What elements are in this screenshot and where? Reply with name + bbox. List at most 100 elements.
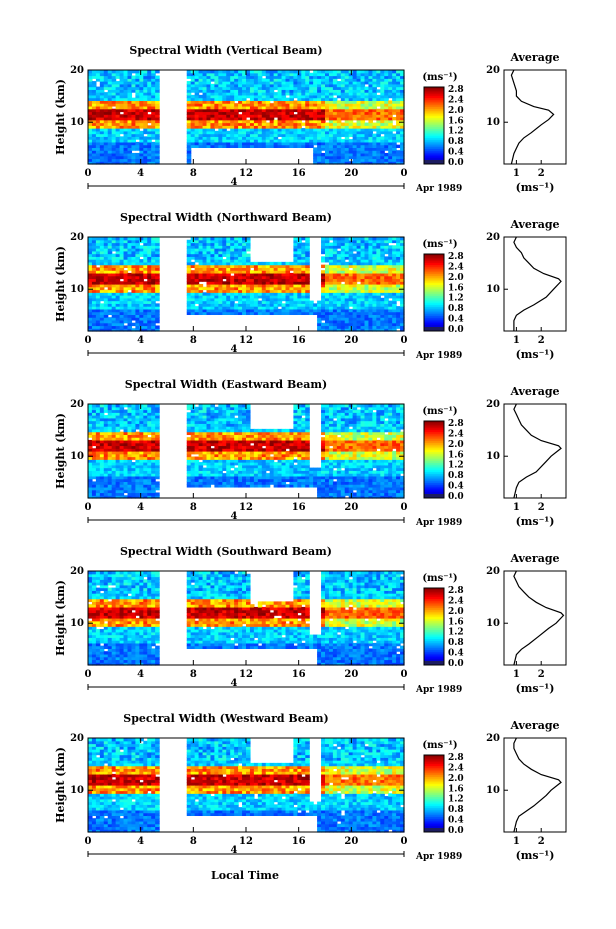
heatmap-cell [103, 237, 109, 241]
heatmap-cell [190, 83, 196, 88]
heatmap-cell [143, 158, 148, 162]
heatmap-cell [103, 86, 109, 90]
heatmap-cell [119, 281, 125, 285]
heatmap-cell [95, 92, 101, 96]
heatmap-cell [230, 94, 235, 99]
heatmap-cell [246, 83, 251, 88]
heatmap-cell [194, 125, 200, 129]
heatmap-cell [127, 237, 133, 241]
heatmap-cell [380, 70, 385, 74]
heatmap-cell [194, 94, 200, 99]
heatmap-cell [147, 152, 152, 157]
heatmap-cell [238, 144, 243, 149]
heatmap-cell [352, 253, 358, 257]
heatmap-cell [301, 92, 306, 96]
heatmap-cell [119, 72, 125, 77]
colorbar-tick-label: 0.8 [448, 137, 464, 147]
heatmap-cell [127, 78, 133, 82]
heatmap-cell [289, 72, 294, 77]
heatmap-cell [210, 111, 215, 115]
heatmap-cell [194, 122, 200, 126]
heatmap-cell [88, 75, 93, 79]
heatmap-cell [297, 141, 302, 146]
heatmap-cell [249, 105, 255, 110]
heatmap-cell [214, 122, 219, 126]
heatmap-cell [103, 122, 109, 126]
heatmap-cell [111, 144, 117, 149]
heatmap-cell [123, 161, 129, 165]
heatmap-cell [285, 108, 291, 113]
heatmap-cell [131, 103, 136, 107]
heatmap-cell [131, 114, 136, 118]
heatmap-cell [143, 94, 148, 99]
heatmap-cell [214, 86, 219, 90]
heatmap-cell [392, 70, 397, 74]
heatmap-cell [253, 108, 259, 113]
heatmap-cell [194, 97, 200, 102]
colorbar-tick-label: 1.2 [448, 294, 464, 304]
heatmap-cell [210, 144, 215, 149]
heatmap-cell [214, 139, 219, 143]
heatmap-cell [238, 133, 243, 137]
heatmap-cell [127, 119, 133, 124]
colorbar-tick-label: 0.4 [448, 315, 464, 325]
heatmap-cell [198, 108, 204, 113]
heatmap-cell [99, 125, 105, 129]
heatmap-cell [190, 103, 196, 107]
heatmap-cell [321, 237, 326, 241]
heatmap-cell [222, 130, 227, 135]
heatmap-cell [155, 119, 160, 124]
heatmap-cell [127, 72, 133, 77]
average-y-tick-label: 20 [486, 65, 500, 76]
heatmap-cell [214, 144, 219, 149]
heatmap-cell [103, 70, 109, 74]
heatmap-cell [115, 128, 121, 132]
heatmap-cell [218, 125, 223, 129]
heatmap-cell [261, 144, 267, 149]
heatmap-cell [396, 237, 401, 241]
heatmap-cell [186, 111, 192, 115]
heatmap-cell [249, 81, 255, 85]
heatmap-cell [242, 83, 247, 88]
heatmap-cell [206, 81, 212, 85]
heatmap-cell [277, 114, 283, 118]
heatmap-cell [194, 128, 200, 132]
heatmap-cell [234, 119, 239, 124]
heatmap-cell [297, 108, 302, 113]
heatmap-cell [107, 70, 113, 74]
heatmap-cell [151, 147, 156, 151]
heatmap-cell [111, 75, 117, 79]
heatmap-cell [202, 144, 208, 149]
heatmap-cell [210, 78, 215, 82]
heatmap-cell [119, 141, 125, 146]
heatmap-cell [238, 139, 243, 143]
heatmap-cell [285, 100, 291, 104]
heatmap-cell [265, 122, 271, 126]
heatmap-cell [206, 139, 212, 143]
heatmap-cell [202, 92, 208, 96]
heatmap-cell [91, 125, 97, 129]
heatmap-cell [249, 130, 255, 135]
heatmap-cell [88, 89, 93, 93]
heatmap-cell [257, 103, 263, 107]
heatmap-cell [289, 125, 294, 129]
heatmap-cell [147, 97, 152, 102]
heatmap-cell [123, 100, 129, 104]
heatmap-cell [305, 122, 310, 126]
heatmap-cell [202, 136, 208, 140]
heatmap-cell [376, 94, 381, 99]
heatmap-cell [202, 125, 208, 129]
heatmap-cell [325, 237, 330, 241]
heatmap-cell [202, 122, 208, 126]
heatmap-cell [95, 72, 101, 77]
heatmap-cell [364, 70, 370, 74]
heatmap-cell [194, 100, 200, 104]
heatmap-cell [368, 237, 373, 241]
heatmap-cell [242, 70, 247, 74]
heatmap-cell [309, 72, 314, 77]
heatmap-cell [230, 81, 235, 85]
heatmap-cell [238, 114, 243, 118]
heatmap-cell [143, 130, 148, 135]
heatmap-cell [297, 94, 302, 99]
heatmap-cell [253, 117, 259, 121]
